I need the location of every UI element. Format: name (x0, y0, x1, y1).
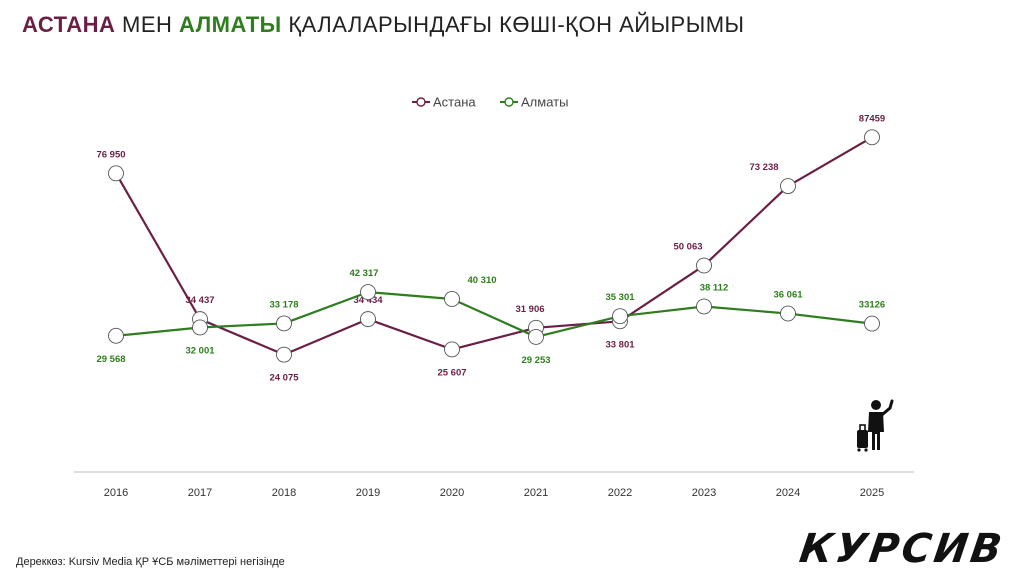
data-label: 33 801 (605, 339, 635, 350)
title-rest: ҚАЛАЛАРЫНДАҒЫ КӨШІ-ҚОН АЙЫРЫМЫ (281, 12, 745, 37)
title-astana: АСТАНА (22, 12, 116, 37)
x-tick-label: 2024 (776, 487, 800, 499)
data-point (696, 298, 712, 315)
data-point (612, 308, 628, 325)
data-label: 32 001 (185, 345, 215, 356)
data-point (864, 315, 880, 332)
data-point (444, 291, 460, 307)
kursiv-logo: КУРСИВ (796, 526, 1008, 572)
legend-marker (504, 97, 514, 107)
legend-astana: Астана (433, 95, 476, 110)
data-label: 40 310 (467, 275, 496, 286)
data-label: 34 437 (185, 295, 214, 306)
data-point (108, 327, 124, 344)
data-point (780, 178, 796, 195)
series-line-astana (115, 136, 873, 356)
data-point (780, 305, 796, 322)
source-note: Дереккөз: Kursiv Media ҚР ҰСБ мәліметтер… (16, 556, 285, 568)
data-label: 34 434 (353, 295, 383, 306)
data-label: 33126 (859, 300, 885, 311)
x-tick-label: 2023 (692, 487, 716, 499)
data-point (444, 341, 460, 358)
data-label: 31 906 (515, 304, 544, 315)
data-label: 87459 (859, 113, 885, 124)
x-tick-label: 2021 (524, 487, 548, 499)
data-label: 38 112 (700, 283, 729, 294)
title-almaty: АЛМАТЫ (179, 12, 282, 37)
data-point (864, 129, 880, 146)
traveler-with-suitcase-icon (848, 398, 904, 452)
data-label: 29 253 (521, 355, 550, 366)
data-label: 36 061 (773, 290, 803, 301)
data-point (528, 328, 544, 345)
x-tick-label: 2025 (860, 487, 884, 499)
data-label: 35 301 (605, 292, 635, 303)
data-point (276, 346, 292, 363)
data-point (360, 284, 376, 301)
data-point (276, 315, 292, 332)
chart-title: АСТАНА МЕН АЛМАТЫ ҚАЛАЛАРЫНДАҒЫ КӨШІ-ҚОН… (22, 12, 745, 38)
data-label: 50 063 (673, 242, 702, 253)
title-connector: МЕН (115, 12, 180, 37)
x-tick-label: 2022 (608, 487, 632, 499)
data-point (360, 311, 376, 328)
x-tick-label: 2016 (104, 487, 128, 499)
data-label: 76 950 (96, 149, 125, 160)
x-tick-label: 2019 (356, 487, 380, 499)
data-point (192, 319, 208, 336)
data-label: 73 238 (749, 162, 778, 173)
legend-almaty: Алматы (521, 95, 568, 110)
data-point (108, 165, 124, 182)
data-label: 42 317 (349, 268, 378, 279)
data-label: 25 607 (437, 367, 466, 378)
series-line-almaty (115, 290, 873, 338)
x-tick-label: 2017 (188, 487, 212, 499)
legend-marker (416, 97, 426, 107)
data-label: 29 568 (96, 354, 125, 365)
data-label: 33 178 (269, 299, 298, 310)
data-point (696, 257, 712, 274)
x-tick-label: 2020 (440, 487, 464, 499)
data-label: 24 075 (269, 373, 299, 384)
x-tick-label: 2018 (272, 487, 296, 499)
